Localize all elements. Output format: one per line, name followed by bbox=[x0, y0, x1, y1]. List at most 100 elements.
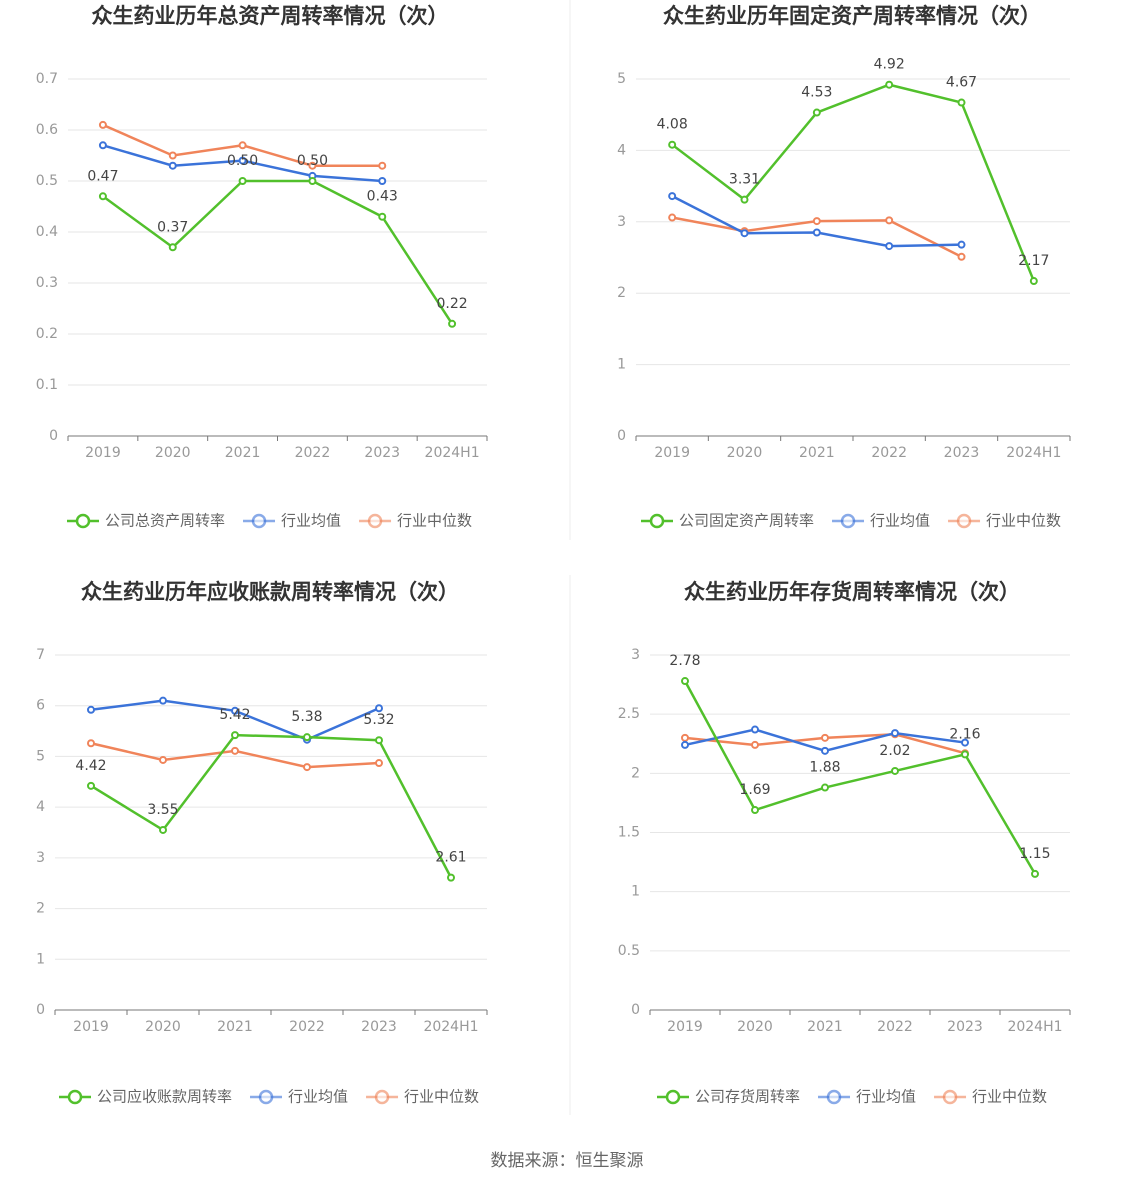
x-tick-label: 2024H1 bbox=[423, 1019, 478, 1035]
legend-label: 公司总资产周转率 bbox=[105, 512, 225, 530]
data-label: 2.16 bbox=[949, 726, 980, 742]
chart-title: 众生药业历年固定资产周转率情况（次） bbox=[663, 4, 1041, 28]
x-tick-label: 2023 bbox=[947, 1019, 983, 1035]
y-tick-label: 5 bbox=[36, 748, 45, 764]
x-tick-label: 2021 bbox=[217, 1019, 253, 1035]
legend-label: 公司存货周转率 bbox=[695, 1088, 800, 1106]
data-point bbox=[375, 759, 383, 768]
data-label: 5.32 bbox=[363, 712, 394, 728]
data-point bbox=[740, 195, 749, 204]
series-line bbox=[683, 680, 1037, 875]
y-tick-label: 4 bbox=[36, 799, 45, 815]
data-point bbox=[378, 161, 387, 170]
y-tick-label: 2.5 bbox=[618, 706, 640, 722]
x-tick-label: 2020 bbox=[155, 445, 191, 461]
series-line bbox=[90, 742, 380, 769]
data-point bbox=[885, 242, 894, 251]
chart-title: 众生药业历年总资产周转率情况（次） bbox=[92, 4, 449, 28]
x-tick-label: 2021 bbox=[225, 445, 261, 461]
data-point bbox=[681, 733, 689, 742]
data-point bbox=[961, 738, 969, 747]
data-label: 2.02 bbox=[879, 743, 910, 759]
data-point bbox=[681, 677, 689, 686]
data-point bbox=[961, 750, 969, 759]
data-label: 1.88 bbox=[809, 760, 840, 776]
data-point bbox=[168, 151, 177, 160]
y-tick-label: 0.3 bbox=[36, 275, 58, 291]
data-label: 0.37 bbox=[157, 219, 188, 235]
legend-label: 行业均值 bbox=[288, 1088, 348, 1106]
data-point bbox=[303, 733, 311, 742]
data-point bbox=[87, 705, 95, 714]
y-tick-label: 0.4 bbox=[36, 224, 58, 240]
x-tick-label: 2019 bbox=[654, 445, 690, 461]
data-point bbox=[821, 783, 829, 792]
x-tick-label: 2023 bbox=[944, 445, 980, 461]
data-point bbox=[812, 108, 821, 117]
y-tick-label: 0 bbox=[617, 428, 626, 444]
data-point bbox=[740, 229, 749, 238]
data-point bbox=[378, 212, 387, 221]
y-tick-label: 0.2 bbox=[36, 326, 58, 342]
data-point bbox=[681, 740, 689, 749]
data-label: 5.38 bbox=[291, 709, 322, 725]
y-tick-label: 0 bbox=[49, 428, 58, 444]
data-point bbox=[448, 319, 457, 328]
data-point bbox=[1029, 277, 1038, 286]
legend-label: 行业均值 bbox=[281, 512, 341, 530]
legend-label: 行业中位数 bbox=[972, 1088, 1047, 1106]
legend-marker bbox=[258, 1089, 274, 1105]
x-tick-label: 2019 bbox=[85, 445, 121, 461]
data-point bbox=[891, 729, 899, 738]
data-point bbox=[751, 740, 759, 749]
y-tick-label: 0.6 bbox=[36, 122, 58, 138]
data-point bbox=[238, 156, 247, 165]
data-point bbox=[751, 806, 759, 815]
legend-marker bbox=[75, 513, 91, 529]
data-point bbox=[957, 240, 966, 249]
data-point bbox=[885, 80, 894, 89]
x-tick-label: 2023 bbox=[364, 445, 400, 461]
legend-marker bbox=[367, 513, 383, 529]
data-point bbox=[308, 177, 317, 185]
series-line bbox=[671, 83, 1035, 282]
y-tick-label: 0 bbox=[36, 1002, 45, 1018]
data-point bbox=[957, 98, 966, 107]
y-tick-label: 1 bbox=[36, 951, 45, 967]
data-point bbox=[821, 733, 829, 742]
data-point bbox=[159, 825, 167, 834]
legend-marker bbox=[665, 1089, 681, 1105]
data-label: 2.61 bbox=[435, 850, 466, 866]
legend-label: 行业中位数 bbox=[986, 512, 1061, 530]
data-point bbox=[168, 161, 177, 170]
legend-label: 公司应收账款周转率 bbox=[97, 1088, 232, 1106]
x-tick-label: 2020 bbox=[737, 1019, 773, 1035]
y-tick-label: 1.5 bbox=[618, 825, 640, 841]
data-label: 0.22 bbox=[436, 296, 467, 312]
data-point bbox=[87, 781, 95, 790]
data-point bbox=[891, 766, 899, 775]
x-tick-label: 2021 bbox=[799, 445, 835, 461]
y-tick-label: 0 bbox=[631, 1002, 640, 1018]
legend-label: 公司固定资产周转率 bbox=[679, 512, 814, 530]
y-tick-label: 1 bbox=[631, 884, 640, 900]
data-label: 2.78 bbox=[669, 653, 700, 669]
x-tick-label: 2022 bbox=[871, 445, 907, 461]
x-tick-label: 2019 bbox=[73, 1019, 109, 1035]
legend-label: 行业均值 bbox=[856, 1088, 916, 1106]
data-point bbox=[159, 755, 167, 764]
data-point bbox=[751, 725, 759, 734]
legend-marker bbox=[942, 1089, 958, 1105]
data-point bbox=[957, 252, 966, 261]
data-label: 4.53 bbox=[801, 85, 832, 101]
data-label: 0.50 bbox=[227, 153, 258, 169]
data-point bbox=[668, 140, 677, 149]
data-label: 3.55 bbox=[147, 802, 178, 818]
x-tick-label: 2020 bbox=[145, 1019, 181, 1035]
y-tick-label: 1 bbox=[617, 357, 626, 373]
legend-label: 行业均值 bbox=[870, 512, 930, 530]
legend-marker bbox=[840, 513, 856, 529]
x-tick-label: 2022 bbox=[295, 445, 331, 461]
x-tick-label: 2020 bbox=[727, 445, 763, 461]
